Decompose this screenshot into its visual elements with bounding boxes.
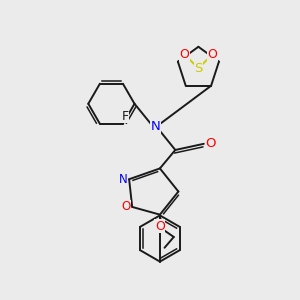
Text: O: O xyxy=(180,48,190,61)
Text: S: S xyxy=(194,62,202,75)
Text: O: O xyxy=(155,220,165,233)
Text: N: N xyxy=(118,173,127,186)
Text: O: O xyxy=(206,137,216,150)
Text: O: O xyxy=(207,48,217,61)
Text: F: F xyxy=(122,110,129,123)
Text: N: N xyxy=(150,120,160,134)
Text: O: O xyxy=(122,200,131,213)
